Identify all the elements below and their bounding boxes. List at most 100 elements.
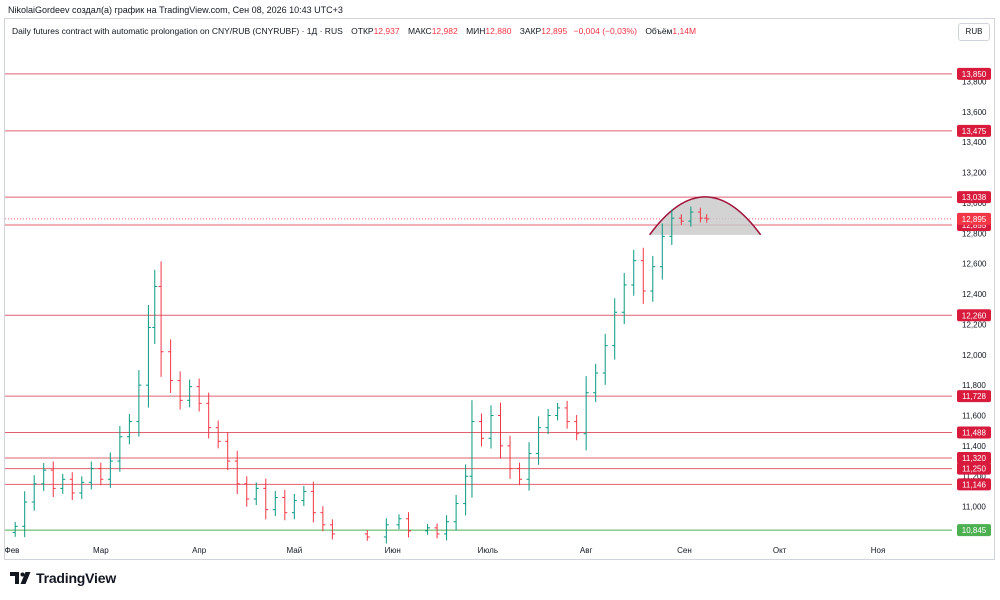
y-tick-label: 11,600 (962, 412, 986, 421)
price-bar (282, 489, 288, 521)
price-bar (291, 493, 297, 520)
price-bar (225, 432, 231, 471)
price-bar (659, 223, 665, 280)
volume-value: 1,14M (672, 26, 697, 36)
high-value: 12,982 (431, 26, 458, 36)
price-bar (196, 378, 202, 412)
y-tick-label: 13,200 (962, 169, 987, 178)
close-value: 12,895 (541, 26, 568, 36)
low-value: 12,880 (485, 26, 512, 36)
price-bar (517, 462, 523, 486)
price-bar (145, 304, 151, 408)
price-bar (60, 473, 66, 494)
level-price-tag (957, 191, 991, 204)
open-label: ОТКР (351, 26, 374, 36)
price-bar (234, 450, 240, 495)
price-bar (650, 255, 656, 302)
chart-frame (4, 18, 995, 560)
currency-button[interactable]: RUB (958, 23, 990, 41)
price-bar (107, 452, 113, 488)
level-price-label: 13,038 (962, 193, 987, 202)
price-bar (425, 523, 431, 535)
volume-label: Объём (645, 26, 673, 36)
dome-arc (648, 196, 762, 236)
price-bar (158, 261, 164, 377)
price-bar (498, 402, 504, 459)
x-tick-label: Июль (478, 546, 498, 555)
price-bar (79, 476, 85, 499)
price-bar (126, 413, 132, 445)
price-bar (583, 376, 589, 451)
last-price-tag (957, 212, 991, 225)
price-bar (406, 512, 412, 538)
price-bar (678, 214, 684, 226)
y-tick-label: 13,800 (962, 77, 987, 86)
price-bar (593, 363, 599, 402)
x-tick-label: Май (286, 546, 302, 555)
price-bar (272, 490, 278, 517)
level-price-label: 11,728 (962, 392, 986, 401)
y-tick-label: 13,400 (962, 138, 987, 147)
price-bar (669, 209, 675, 245)
close-label: ЗАКР (519, 26, 542, 36)
instrument-title: Daily futures contract with automatic pr… (12, 26, 343, 36)
level-price-label: 11,250 (962, 465, 986, 474)
level-price-label: 11,146 (962, 480, 986, 489)
price-bar (478, 413, 484, 447)
price-bar (631, 249, 637, 296)
level-price-label: 11,320 (962, 454, 986, 463)
price-bar (526, 442, 532, 491)
level-price-label: 11,488 (962, 429, 986, 438)
price-bar (564, 400, 570, 429)
price-bar (31, 475, 37, 511)
high-label: МАКС (407, 26, 432, 36)
price-bar (206, 392, 212, 439)
price-bar (463, 464, 469, 516)
price-bar (117, 425, 123, 472)
level-price-tag (957, 426, 991, 439)
price-bar (434, 523, 440, 539)
price-bar (488, 405, 494, 449)
level-price-label: 13,850 (962, 70, 987, 79)
level-price-label: 12,260 (962, 311, 987, 320)
price-bar (602, 333, 608, 385)
price-bar (168, 339, 174, 393)
x-tick-label: Мар (93, 546, 109, 555)
level-price-tag (957, 390, 991, 403)
price-bar (136, 370, 142, 437)
price-bar (697, 207, 703, 223)
x-tick-label: Июн (385, 546, 401, 555)
price-bar (536, 416, 542, 465)
last-price-label: 12,895 (962, 215, 987, 224)
price-bar (177, 371, 183, 410)
price-bar (574, 415, 580, 441)
level-price-label: 12,855 (962, 221, 987, 230)
level-price-tag (957, 452, 991, 465)
price-bar (688, 206, 694, 227)
price-bar (444, 515, 450, 541)
open-value: 12,937 (373, 26, 400, 36)
price-bar (621, 273, 627, 325)
price-bar (507, 435, 513, 479)
price-bar (704, 214, 710, 223)
price-bar (253, 482, 259, 506)
level-price-label: 13,475 (962, 127, 987, 136)
price-bar (612, 298, 618, 360)
y-tick-label: 11,200 (962, 472, 986, 481)
price-bar (396, 514, 402, 530)
price-bar (12, 521, 18, 537)
level-price-label: 10,845 (962, 526, 987, 535)
x-tick-label: Авг (580, 546, 593, 555)
x-tick-label: Окт (773, 546, 787, 555)
price-bar (69, 472, 75, 500)
y-tick-label: 11,800 (962, 381, 986, 390)
tradingview-brand: TradingView (10, 570, 116, 586)
level-price-tag (957, 524, 991, 537)
level-price-tag (957, 478, 991, 491)
y-tick-label: 12,200 (962, 320, 987, 329)
y-tick-label: 12,800 (962, 229, 987, 238)
price-bar (22, 491, 28, 538)
x-tick-label: Сен (677, 546, 692, 555)
price-bar (244, 476, 250, 507)
